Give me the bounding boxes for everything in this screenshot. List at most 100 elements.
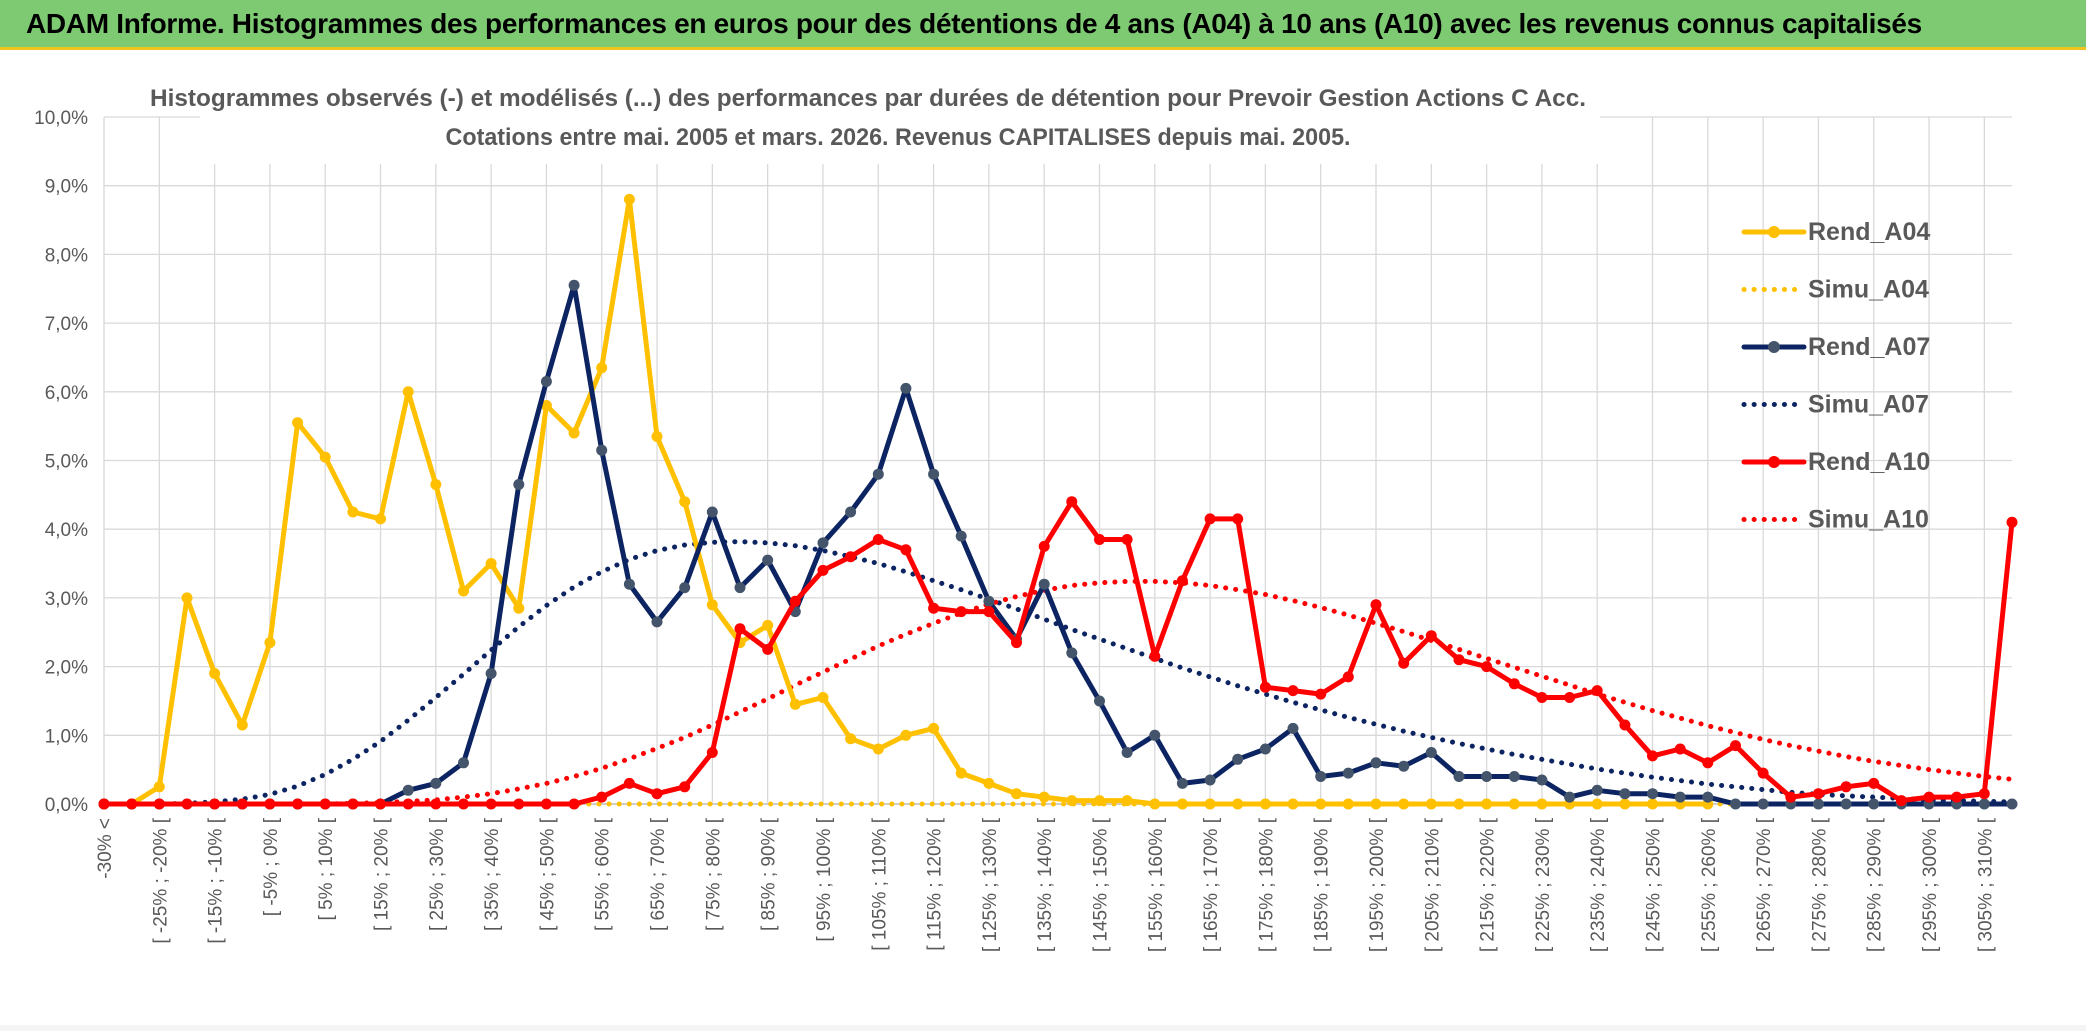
series-rend-a10-point <box>540 798 552 810</box>
series-rend-a07-point <box>955 530 967 542</box>
series-rend-a04-point <box>485 558 497 569</box>
y-tick-label: 9,0% <box>45 177 88 198</box>
series-rend-a04-point <box>596 362 608 374</box>
series-rend-a10-point <box>1342 671 1354 683</box>
series-rend-a10-point <box>1951 791 1963 803</box>
series-rend-a10-point <box>1812 788 1824 800</box>
series-rend-a10-point <box>1011 637 1022 649</box>
series-rend-a07-point <box>1094 695 1105 707</box>
x-tick-label: [ -25% ; -20% [ <box>150 817 171 943</box>
legend: Rend_A04 Simu_A04 Rend_A07 Simu_A07 Rend_A10… <box>1741 218 1930 534</box>
series-rend-a10-point <box>375 798 386 810</box>
legend-label-rend-a07: Rend_A07 <box>1808 333 1930 361</box>
series-rend-a10-point <box>955 606 967 618</box>
series-rend-a04-point <box>153 781 165 793</box>
axes: 0,0% 1,0% 2,0% 3,0% 4,0% 5,0% 6,0% 7,0% 8,0% 9,0%… <box>34 108 2012 952</box>
series-rend-a04-point <box>1398 798 1410 810</box>
series-rend-a10-point <box>236 798 248 810</box>
x-tick-label: [ 185% ; 190% [ <box>1312 817 1333 952</box>
x-tick-label: [ 215% ; 220% [ <box>1478 817 1499 952</box>
y-tick-label: 4,0% <box>45 520 88 541</box>
y-tick-label: 1,0% <box>45 726 88 747</box>
series-rend-a10-point <box>1619 719 1631 731</box>
series-rend-a07-point <box>1702 791 1714 803</box>
series-rend-a10-point <box>458 798 469 810</box>
legend-label-simu-a07: Simu_A07 <box>1808 391 1929 419</box>
series-rend-a04-point <box>568 427 580 439</box>
series-rend-a04-point <box>983 777 995 789</box>
x-tick-label: -30% < <box>95 818 116 879</box>
series-rend-a04-point <box>1481 798 1493 810</box>
series-rend-a07-point <box>1066 647 1078 659</box>
series-rend-a04-point <box>375 513 386 525</box>
series-rend-a04-point <box>1259 798 1271 810</box>
x-tick-label: [ 45% ; 50% [ <box>537 817 558 931</box>
series-rend-a07-point <box>1204 774 1216 786</box>
series-rend-a04-point <box>845 733 857 745</box>
series-rend-a10-point <box>1204 513 1216 525</box>
x-tick-label: [ 125% ; 130% [ <box>980 817 1001 952</box>
series-rend-a04-point <box>1038 791 1050 803</box>
series-rend-a10-point <box>209 798 221 810</box>
series-rend-a10-point <box>1785 791 1797 803</box>
series-rend-a10-point <box>1564 692 1576 703</box>
series-rend-a10-point <box>319 798 331 810</box>
x-tick-label: [ 265% ; 270% [ <box>1754 817 1775 952</box>
series-rend-a10-point <box>1868 777 1880 789</box>
series-rend-a10-point <box>347 798 359 810</box>
series-rend-a07-point <box>872 468 884 480</box>
series-rend-a10-point <box>900 544 912 556</box>
series-rend-a10-point <box>181 798 193 810</box>
x-tick-label: [ 145% ; 150% [ <box>1090 817 1111 952</box>
series-rend-a04-point <box>1536 798 1548 810</box>
series-rend-a07-point <box>1757 798 1769 810</box>
legend-marker-rend-a10 <box>1768 456 1780 468</box>
series-simu-a07-line <box>101 539 2015 807</box>
series-rend-a07-point <box>1425 747 1437 758</box>
y-tick-label: 2,0% <box>45 658 88 679</box>
series-rend-a07-point <box>928 468 940 480</box>
series-rend-a10-point <box>1757 767 1769 779</box>
series-rend-a07-point <box>983 595 995 607</box>
series-rend-a07-point <box>1342 767 1354 779</box>
series-rend-a07-point <box>900 382 912 394</box>
series-rend-a07-point <box>458 757 469 769</box>
series-rend-a07-point <box>402 784 414 796</box>
x-tick-label: [ 175% ; 180% [ <box>1256 817 1277 952</box>
series-rend-a04-point <box>1121 795 1133 807</box>
series-rend-a04-point <box>762 619 774 631</box>
x-tick-label: [ 95% ; 100% [ <box>814 817 835 941</box>
series-rend-a07-point <box>1619 788 1631 800</box>
x-tick-label: [ 165% ; 170% [ <box>1201 817 1222 952</box>
x-tick-label: [ 155% ; 160% [ <box>1146 817 1167 952</box>
series-rend-a07-point <box>430 777 442 789</box>
x-tick-label: [ 205% ; 210% [ <box>1422 817 1443 952</box>
x-tick-label: [ 225% ; 230% [ <box>1533 817 1554 952</box>
series-rend-a07-point <box>1038 578 1050 590</box>
series-rend-a10-point <box>1121 534 1133 545</box>
series-rend-a04-point <box>817 692 829 703</box>
series-rend-a04-point <box>872 743 884 755</box>
series-rend-a07-point <box>1868 798 1880 810</box>
legend-label-rend-a04: Rend_A04 <box>1808 218 1930 246</box>
title-background <box>200 78 1600 164</box>
x-tick-label: [ 65% ; 70% [ <box>648 817 669 931</box>
legend-label-rend-a10: Rend_A10 <box>1808 448 1930 476</box>
chart-title-block: Histogrammes observés (-) et modélisés (… <box>150 78 1600 164</box>
series-rend-a10-point <box>1038 540 1050 552</box>
series-rend-a07-point <box>1564 791 1576 803</box>
series-rend-a07-point <box>734 582 746 594</box>
series-rend-a10-point <box>1149 650 1161 662</box>
series-rend-a07-point <box>651 616 663 628</box>
series-rend-a04-point <box>679 496 691 508</box>
series-rend-a04-point <box>1619 798 1631 810</box>
series-rend-a10-point <box>596 791 608 803</box>
series-rend-a04-point <box>513 602 525 614</box>
series-rend-a10-point <box>1425 630 1437 642</box>
series-rend-a10-point <box>1730 740 1741 752</box>
series-rend-a04-point <box>181 592 193 604</box>
histogram-chart: Histogrammes observés (-) et modélisés (… <box>34 78 2018 952</box>
y-tick-label: 10,0% <box>34 108 88 129</box>
series-rend-a10-point <box>1453 654 1465 666</box>
series-rend-a07-line <box>101 282 2015 807</box>
